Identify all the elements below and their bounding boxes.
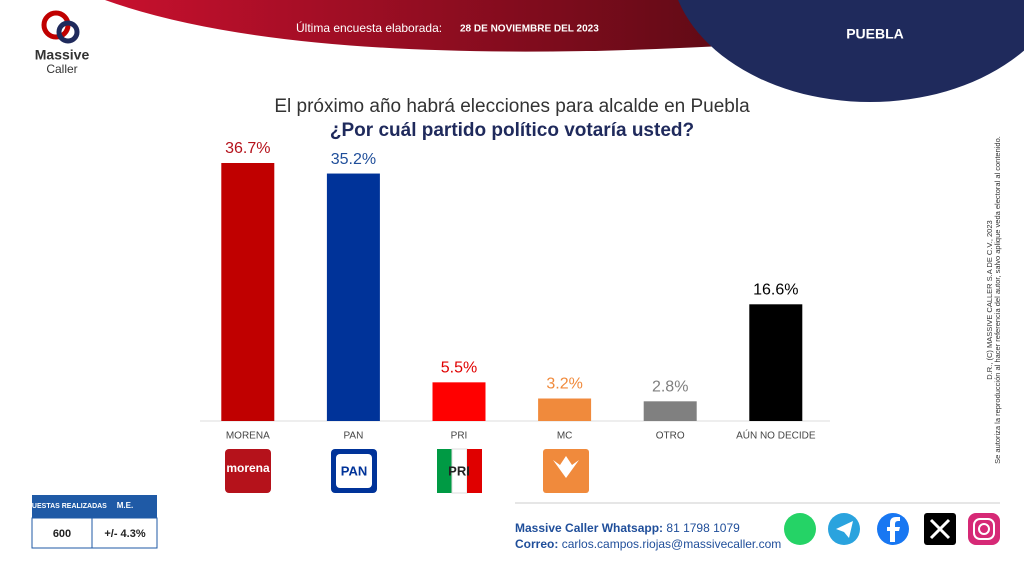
x-tick-label: PAN xyxy=(343,431,363,442)
bar xyxy=(749,304,803,421)
facebook-glyph xyxy=(887,517,900,542)
x-tick-label: AÚN NO DECIDE xyxy=(736,429,816,442)
instagram-icon[interactable] xyxy=(968,513,1000,545)
telegram-glyph xyxy=(836,521,853,538)
value-label: 35.2% xyxy=(331,151,376,168)
survey-date: 28 DE NOVIEMBRE DEL 2023 xyxy=(460,24,599,35)
logo-label: PAN xyxy=(341,463,367,478)
bar xyxy=(221,162,275,421)
value-label: 3.2% xyxy=(546,376,582,393)
footer-label: Correo: xyxy=(515,537,558,551)
whatsapp-icon[interactable] xyxy=(784,513,816,545)
pri-logo xyxy=(467,449,482,493)
header-band xyxy=(105,0,760,52)
table-body xyxy=(31,517,158,549)
table-header xyxy=(32,495,157,518)
x-tick-label: MORENA xyxy=(226,431,270,442)
table-cell: 600 xyxy=(53,528,71,540)
bar xyxy=(432,382,486,421)
sample-table: ENCUESTAS REALIZADAS M.E. 600 +/- 4.3% xyxy=(17,495,158,549)
side-note: D.R., (C) MASSIVE CALLER S.A DE C.V., 20… xyxy=(985,220,994,379)
value-label: 16.6% xyxy=(753,282,798,299)
footer-text: Correo: carlos.campos.riojas@massivecall… xyxy=(515,537,781,551)
x-tick-label: OTRO xyxy=(656,431,685,442)
x-tick-label: PRI xyxy=(451,431,468,442)
logo-text: Caller xyxy=(46,62,77,76)
logo-text: Massive xyxy=(35,47,90,63)
bar xyxy=(326,173,380,421)
chart-title: El próximo año habrá elecciones para alc… xyxy=(274,96,750,117)
side-note: Se autoriza la reproducción al hacer ref… xyxy=(993,136,1002,464)
instagram-glyph xyxy=(978,523,990,535)
value-label: 2.8% xyxy=(652,379,688,396)
table-header-cell: ENCUESTAS REALIZADAS xyxy=(17,503,107,510)
survey-label: Última encuesta elaborada: xyxy=(296,20,442,35)
mc-logo-bird xyxy=(553,456,579,478)
logo: Massive Caller xyxy=(35,10,90,76)
value-label: 5.5% xyxy=(441,360,477,377)
header-circle xyxy=(678,0,1024,102)
logo-label: PRI xyxy=(448,463,470,478)
logo-ring xyxy=(56,20,80,44)
x-glyph xyxy=(929,518,951,540)
bar xyxy=(643,401,697,421)
value-label: 36.7% xyxy=(225,140,270,157)
instagram-glyph xyxy=(973,518,995,540)
footer-label: Massive Caller Whatsapp: xyxy=(515,521,663,535)
table-header-cell: M.E. xyxy=(117,501,133,510)
morena-logo xyxy=(225,449,271,493)
table-cell: +/- 4.3% xyxy=(104,528,145,540)
logo-label: morena xyxy=(226,461,270,475)
footer-text: Massive Caller Whatsapp: 81 1798 1079 xyxy=(515,521,740,535)
chart-subtitle: ¿Por cuál partido político votaría usted… xyxy=(330,120,694,141)
party-logos: morena PAN PRI xyxy=(225,448,589,494)
region: PUEBLA xyxy=(846,26,904,42)
footer-value: 81 1798 1079 xyxy=(666,521,740,535)
x-tick-label: MC xyxy=(557,431,573,442)
social-icons xyxy=(784,513,1000,545)
bar xyxy=(538,398,592,421)
pan-logo-inner xyxy=(336,454,372,488)
pri-logo xyxy=(437,449,452,493)
table-header-cell: ENCUESTAS REALIZADAS xyxy=(17,503,107,510)
footer-value: carlos.campos.riojas@massivecaller.com xyxy=(562,537,782,551)
